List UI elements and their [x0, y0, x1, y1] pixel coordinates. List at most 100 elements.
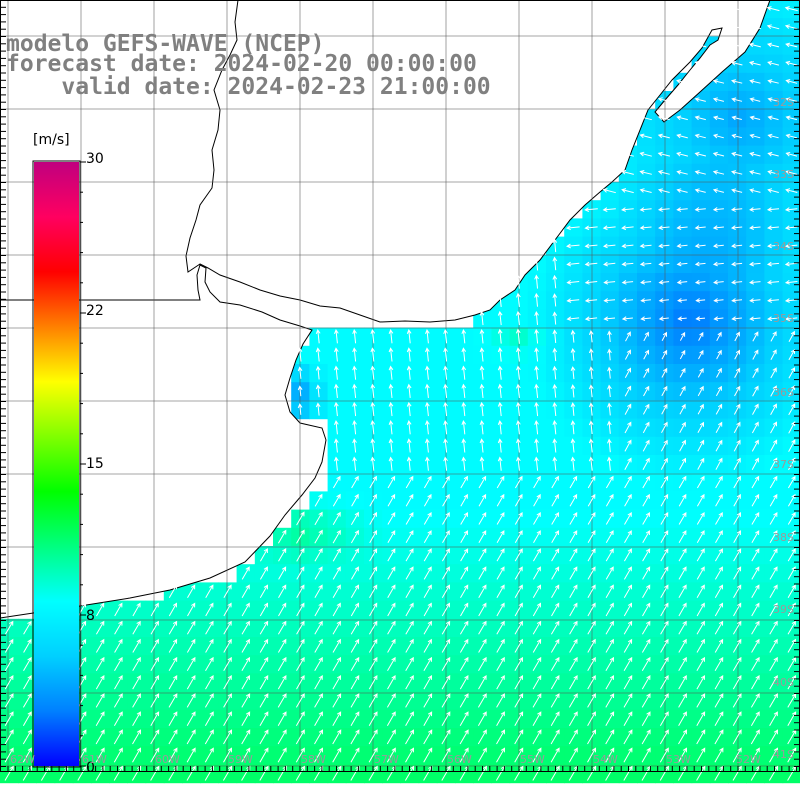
wind-arrow: [696, 729, 706, 745]
wind-arrow: [769, 512, 778, 525]
wind-arrow: [696, 711, 706, 726]
wind-arrow: [733, 548, 742, 562]
wind-arrow: [584, 279, 598, 285]
wind-arrow: [205, 638, 214, 653]
wind-arrow: [750, 729, 760, 745]
wind-arrow: [532, 729, 542, 745]
wind-arrow: [532, 711, 542, 726]
wind-arrow: [296, 511, 305, 526]
wind-arrow: [186, 765, 196, 781]
latitude-label: 34S: [773, 240, 794, 253]
wind-arrow: [751, 656, 760, 672]
wind-arrow: [478, 530, 487, 544]
wind-arrow: [624, 421, 632, 434]
wind-arrow: [277, 711, 287, 726]
wind-arrow: [770, 349, 777, 360]
wind-arrow: [748, 24, 762, 30]
wind-arrow: [314, 584, 323, 598]
wind-arrow: [532, 693, 542, 708]
wind-arrow: [660, 584, 669, 598]
wind-arrow: [661, 421, 668, 434]
wind-arrow: [113, 747, 123, 763]
longitude-label: 58W: [301, 753, 326, 766]
wind-arrow: [314, 529, 323, 544]
wind-arrow: [605, 584, 614, 598]
wind-arrow: [660, 656, 669, 672]
wind-arrow: [587, 747, 597, 763]
wind-arrow: [204, 747, 214, 763]
wind-arrow: [95, 747, 105, 763]
wind-arrow: [678, 674, 687, 690]
wind-arrow: [784, 261, 798, 267]
wind-arrow: [641, 620, 651, 635]
wind-arrow: [607, 330, 612, 343]
wind-arrow: [443, 329, 448, 344]
wind-arrow: [566, 279, 580, 285]
wind-arrow: [550, 656, 560, 672]
wind-arrow: [478, 656, 487, 672]
wind-arrow: [752, 403, 759, 415]
wind-arrow: [570, 438, 576, 453]
wind-arrow: [168, 747, 178, 763]
wind-arrow: [696, 765, 706, 781]
wind-arrow: [368, 747, 378, 763]
wind-arrow: [368, 693, 378, 708]
wind-arrow: [660, 620, 669, 635]
wind-arrow: [621, 207, 634, 212]
wind-arrow: [751, 602, 760, 617]
wind-arrow: [587, 566, 596, 580]
wind-arrow: [514, 512, 523, 525]
wind-arrow: [785, 151, 798, 157]
wind-arrow: [569, 512, 578, 525]
wind-arrow: [352, 329, 357, 344]
wind-arrow: [676, 261, 688, 267]
wind-arrow: [459, 638, 469, 653]
wind-arrow: [423, 512, 432, 525]
wind-arrow: [77, 656, 87, 672]
wind-arrow: [730, 24, 743, 30]
wind-arrow: [732, 765, 742, 781]
wind-arrow: [639, 225, 652, 231]
wind-arrow: [534, 311, 539, 325]
wind-arrow: [496, 729, 506, 745]
wind-arrow: [785, 170, 798, 175]
wind-arrow: [516, 347, 521, 362]
wind-arrow: [766, 261, 780, 267]
wind-arrow: [788, 330, 795, 342]
wind-arrow: [186, 747, 196, 763]
wind-arrow: [678, 548, 687, 562]
wind-arrow: [694, 225, 706, 231]
wind-arrow: [479, 420, 485, 435]
wind-arrow: [552, 456, 558, 471]
wind-arrow: [749, 79, 761, 84]
wind-arrow: [350, 747, 360, 763]
longitude-label: 55W: [520, 753, 545, 766]
colorbar-tick-label: 0: [86, 760, 95, 776]
wind-arrow: [770, 403, 777, 415]
wind-arrow: [624, 475, 632, 489]
wind-arrow: [784, 207, 798, 212]
wind-arrow: [714, 674, 724, 690]
wind-arrow: [477, 765, 487, 781]
wind-arrow: [277, 529, 287, 544]
longitude-label: 62W: [10, 753, 35, 766]
wind-arrow: [751, 457, 759, 471]
wind-arrow: [532, 602, 542, 617]
wind-arrow: [460, 493, 468, 507]
wind-arrow: [350, 656, 360, 672]
wind-arrow: [770, 385, 777, 397]
wind-arrow: [602, 243, 616, 249]
wind-arrow: [551, 475, 559, 489]
wind-arrow: [587, 584, 596, 598]
wind-arrow: [534, 383, 539, 398]
wind-arrow: [621, 225, 634, 231]
wind-arrow: [405, 656, 414, 672]
wind-arrow: [478, 548, 487, 562]
wind-arrow: [22, 747, 32, 763]
wind-arrow: [443, 401, 448, 417]
wind-arrow: [22, 711, 32, 726]
wind-arrow: [569, 602, 578, 617]
wind-arrow: [387, 602, 396, 617]
wind-arrow: [751, 530, 760, 544]
